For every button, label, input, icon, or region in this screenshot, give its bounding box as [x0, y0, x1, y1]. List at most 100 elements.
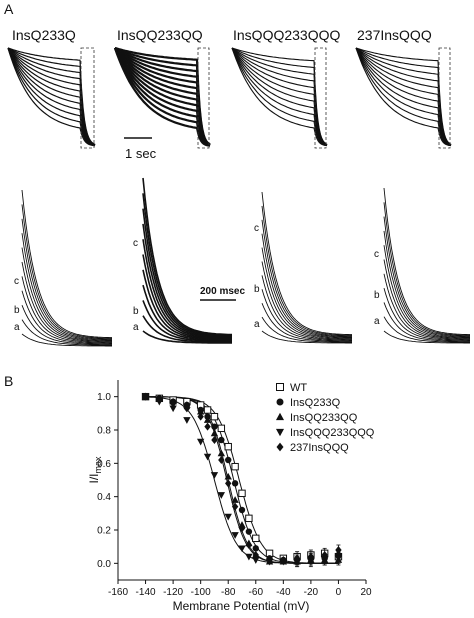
legend-label-3: InsQQ233QQ	[290, 412, 358, 424]
panel-title-3: InsQQQ233QQQ	[233, 27, 340, 43]
zoom-box	[438, 47, 451, 149]
trace-label-b: b	[254, 284, 260, 295]
data-point	[307, 552, 315, 561]
panel-title-4: 237InsQQQ	[357, 27, 432, 43]
y-axis-label-sub: max	[93, 456, 103, 474]
top-trace	[231, 47, 328, 146]
data-point	[169, 399, 177, 408]
trace-label-a: a	[254, 319, 260, 330]
trace-label-a: a	[374, 316, 380, 327]
top-trace	[7, 47, 96, 147]
data-point	[231, 462, 239, 471]
trace-label-a: a	[14, 322, 20, 333]
inactivation-chart: Membrane Potential (mV) I/Imax -160 -140-…	[87, 380, 372, 613]
top-trace	[7, 47, 96, 147]
bottom-panel-4: c b a	[374, 187, 471, 344]
data-point	[217, 449, 226, 457]
legend-label-2: InsQ233Q	[290, 397, 341, 409]
top-trace	[231, 47, 328, 145]
data-point	[203, 416, 212, 423]
top-trace	[231, 47, 328, 146]
y-axis-label-main: I/I	[87, 474, 101, 484]
bottom-trace	[21, 204, 113, 339]
legend-label-1: WT	[290, 382, 307, 394]
bottom-trace	[383, 230, 470, 338]
data-point	[225, 479, 232, 488]
top-trace	[355, 47, 452, 146]
data-point	[183, 417, 191, 424]
data-point	[197, 412, 204, 421]
zoom-box	[314, 47, 327, 149]
bottom-trace	[383, 316, 470, 343]
y-tick-label: 0.4	[97, 492, 111, 503]
scalebar-bottom-label: 200 msec	[200, 286, 245, 297]
x-tick-label: -80	[221, 587, 236, 598]
data-point	[307, 558, 315, 566]
data-point	[203, 406, 212, 414]
bottom-trace	[21, 290, 112, 344]
trace-label-b: b	[14, 305, 20, 316]
trace-label-c: c	[254, 223, 259, 234]
legend: WT InsQ233Q InsQQ233QQ InsQQQ233QQQ 237InsQQ…	[275, 382, 375, 454]
top-trace	[231, 47, 328, 146]
data-point	[252, 545, 259, 552]
bottom-trace	[142, 330, 232, 344]
data-point	[204, 422, 211, 431]
bottom-trace	[142, 193, 232, 337]
trace-label-c: c	[14, 276, 19, 287]
data-point	[211, 423, 218, 430]
data-point	[275, 412, 285, 421]
y-axis-label: I/Imax	[87, 456, 103, 484]
bottom-trace	[142, 239, 233, 339]
x-tick-label: -20	[304, 587, 319, 598]
data-point	[183, 404, 191, 413]
top-trace	[355, 47, 452, 146]
data-point	[334, 555, 343, 563]
top-panel-1	[7, 47, 96, 149]
bottom-panel-1: c ba	[14, 189, 113, 347]
data-point	[245, 528, 253, 535]
y-tick-label: 0.2	[97, 526, 111, 537]
data-point	[218, 436, 225, 444]
data-point	[225, 456, 232, 464]
bottom-trace	[383, 330, 470, 344]
bottom-trace	[142, 269, 232, 341]
zoom-box	[80, 47, 95, 149]
data-point	[156, 396, 163, 404]
top-trace	[355, 47, 452, 146]
panel-title-1: InsQ233Q	[12, 27, 76, 43]
bottom-trace	[21, 233, 112, 341]
data-point	[266, 556, 273, 564]
panel-a-label: A	[4, 1, 14, 17]
data-point	[238, 545, 246, 553]
top-trace	[113, 47, 211, 147]
data-point	[238, 524, 246, 533]
bottom-trace	[142, 254, 232, 340]
data-point	[217, 492, 226, 499]
bottom-trace	[261, 247, 353, 339]
bottom-trace	[21, 319, 112, 346]
bottom-trace	[261, 205, 353, 336]
bottom-trace	[142, 177, 232, 336]
top-trace	[355, 47, 452, 145]
data-point	[196, 438, 205, 446]
bottom-trace	[383, 216, 470, 337]
data-point	[169, 405, 177, 413]
data-point	[210, 429, 219, 437]
top-trace	[7, 47, 96, 146]
bottom-trace	[261, 275, 352, 341]
data-point	[238, 489, 246, 498]
data-point	[252, 557, 260, 564]
bottom-trace	[383, 302, 470, 342]
data-point	[224, 513, 232, 521]
trace-label-a: a	[133, 322, 139, 333]
bottom-trace	[142, 300, 232, 343]
data-point	[231, 496, 239, 503]
bottom-trace	[21, 276, 112, 344]
bottom-trace	[142, 208, 233, 338]
data-point	[245, 553, 253, 561]
bottom-trace	[21, 305, 112, 345]
y-tick-label: 0.6	[97, 459, 111, 470]
bottom-trace	[21, 247, 113, 342]
